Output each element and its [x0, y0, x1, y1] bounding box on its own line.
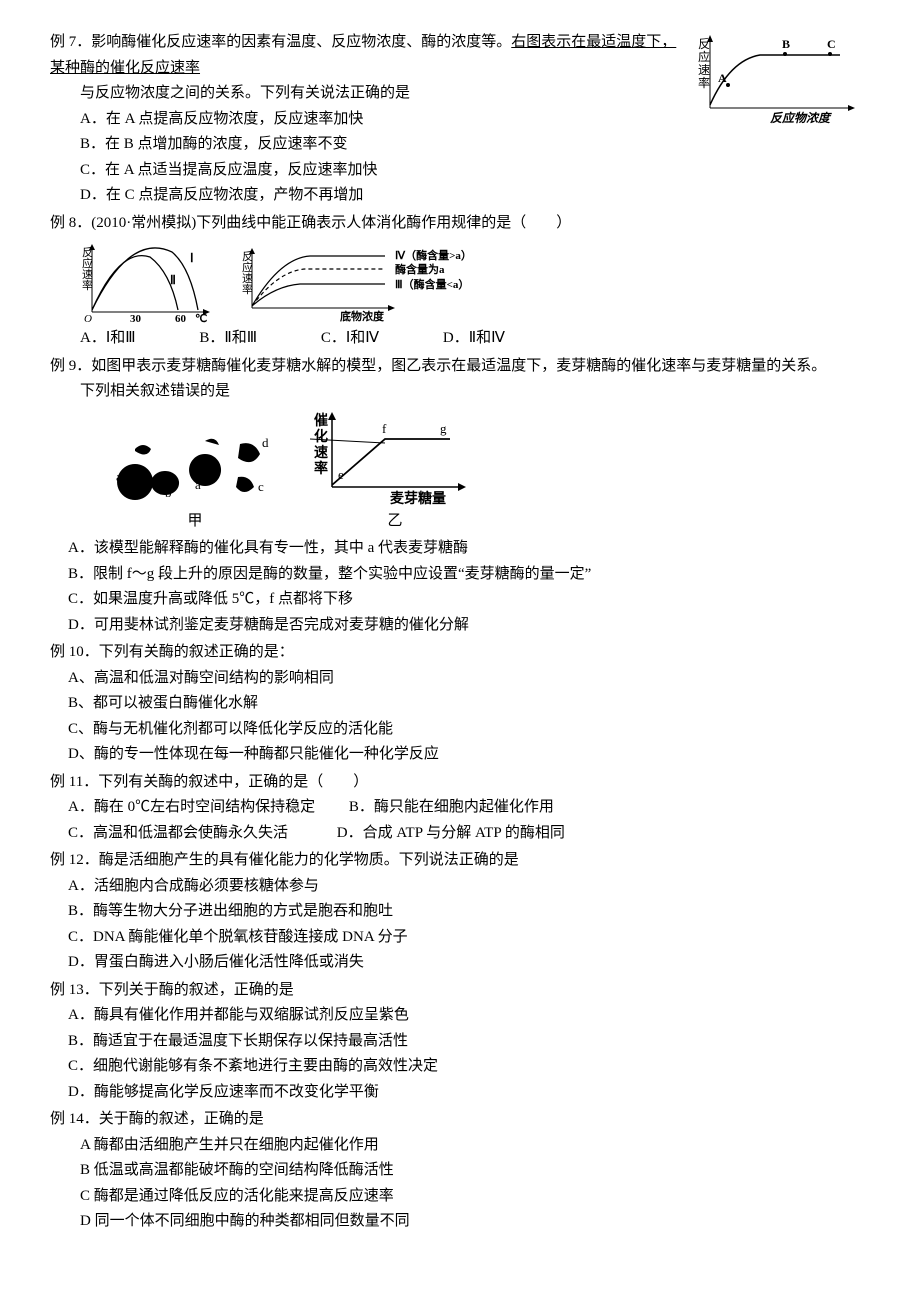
svg-text:C: C	[827, 37, 836, 51]
svg-text:Ⅲ（酶含量<a）: Ⅲ（酶含量<a）	[395, 277, 469, 291]
q7-opt-b: B．在 B 点增加酶的浓度，反应速率不变	[50, 132, 870, 158]
q7-xlabel: 反应物浓度	[770, 111, 832, 125]
svg-text:f: f	[382, 421, 387, 436]
q9-figure-yi: 催 化 速 率 e f g 麦芽糖量 乙	[310, 409, 480, 535]
svg-text:应: 应	[82, 256, 93, 270]
q7-opt-c: C．在 A 点适当提高反应温度，反应速率加快	[50, 158, 870, 184]
svg-text:a: a	[195, 477, 201, 492]
q12-opt-c: C．DNA 酶能催化单个脱氧核苷酸连接成 DNA 分子	[50, 925, 870, 951]
svg-text:催: 催	[314, 412, 328, 429]
svg-text:应: 应	[698, 49, 710, 64]
svg-text:60: 60	[175, 313, 187, 324]
svg-text:℃: ℃	[195, 313, 207, 324]
q12-stem: 例 12．酶是活细胞产生的具有催化能力的化学物质。下列说法正确的是	[50, 848, 870, 874]
q9-stem2: 下列相关叙述错误的是	[50, 379, 870, 405]
svg-text:应: 应	[242, 260, 253, 274]
svg-text:g: g	[440, 421, 447, 436]
q8-opt-d: D．Ⅱ和Ⅳ	[443, 326, 505, 352]
q14-stem: 例 14．关于酶的叙述，正确的是	[50, 1107, 870, 1133]
q7-opt-d: D．在 C 点提高反应物浓度，产物不再增加	[50, 183, 870, 209]
q14-opt-b: B 低温或高温都能破坏酶的空间结构降低酶活性	[50, 1158, 870, 1184]
question-11: 例 11．下列有关酶的叙述中，正确的是（ ） A．酶在 0℃左右时空间结构保持稳…	[50, 770, 870, 847]
question-13: 例 13．下列关于酶的叙述，正确的是 A．酶具有催化作用并都能与双缩脲试剂反应呈…	[50, 978, 870, 1106]
q12-opt-a: A．活细胞内合成酶必须要核糖体参与	[50, 874, 870, 900]
question-10: 例 10．下列有关酶的叙述正确的是： A、高温和低温对酶空间结构的影响相同 B、…	[50, 640, 870, 768]
q9-opt-d: D．可用斐林试剂鉴定麦芽糖酶是否完成对麦芽糖的催化分解	[50, 613, 870, 639]
svg-text:d: d	[262, 435, 269, 450]
q12-opt-b: B．酶等生物大分子进出细胞的方式是胞吞和胞吐	[50, 899, 870, 925]
q8-chart2: 反应 速率 Ⅳ（酶含量>a） 酶含量为a Ⅲ（酶含量<a） 底物浓度	[240, 246, 500, 324]
question-7: 反 应 速 率 A B C 反应物浓度 例 7．影响酶催化反应速率的因素有温度、…	[50, 30, 870, 209]
svg-text:底物浓度: 底物浓度	[340, 309, 385, 323]
q7-chart: 反 应 速 率 A B C 反应物浓度	[690, 30, 870, 125]
question-14: 例 14．关于酶的叙述，正确的是 A 酶都由活细胞产生并只在细胞内起催化作用 B…	[50, 1107, 870, 1235]
q11-opt-d: D．合成 ATP 与分解 ATP 的酶相同	[337, 825, 565, 841]
q8-opt-a: A．Ⅰ和Ⅲ	[80, 326, 136, 352]
q9-opt-a: A．该模型能解释酶的催化具有专一性，其中 a 代表麦芽糖酶	[50, 536, 870, 562]
question-12: 例 12．酶是活细胞产生的具有催化能力的化学物质。下列说法正确的是 A．活细胞内…	[50, 848, 870, 976]
q7-ylabel: 反	[698, 37, 710, 51]
q10-opt-c: C、酶与无机催化剂都可以降低化学反应的活化能	[50, 717, 870, 743]
svg-text:a: a	[116, 469, 122, 484]
q11-opt-b: B．酶只能在细胞内起催化作用	[349, 799, 554, 815]
q8-opt-b: B．Ⅱ和Ⅲ	[199, 326, 257, 352]
q10-opt-b: B、都可以被蛋白酶催化水解	[50, 691, 870, 717]
svg-text:e: e	[338, 467, 344, 482]
svg-text:酶含量为a: 酶含量为a	[395, 262, 445, 276]
q11-opt-c: C．高温和低温都会使酶永久失活	[68, 825, 288, 841]
svg-text:率: 率	[82, 278, 93, 292]
svg-text:速: 速	[698, 63, 710, 77]
svg-text:速: 速	[314, 444, 328, 461]
q13-opt-b: B．酶适宜于在最适温度下长期保存以保持最高活性	[50, 1029, 870, 1055]
svg-text:率: 率	[242, 282, 253, 296]
q11-row1: A．酶在 0℃左右时空间结构保持稳定 B．酶只能在细胞内起催化作用	[50, 795, 870, 821]
q8-opt-c: C．Ⅰ和Ⅳ	[321, 326, 379, 352]
svg-text:c: c	[258, 479, 264, 494]
q7-stem: 例 7．影响酶催化反应速率的因素有温度、反应物浓度、酶的浓度等。	[50, 34, 511, 50]
svg-text:b: b	[165, 485, 172, 500]
q13-opt-a: A．酶具有催化作用并都能与双缩脲试剂反应呈紫色	[50, 1003, 870, 1029]
q9-opt-b: B．限制 f～g 段上升的原因是酶的数量，整个实验中应设置“麦芽糖酶的量一定”	[50, 562, 870, 588]
q9-figure-jia: a b a d c 甲	[110, 409, 280, 535]
q11-opt-a: A．酶在 0℃左右时空间结构保持稳定	[68, 799, 315, 815]
q9-opt-c: C．如果温度升高或降低 5℃，f 点都将下移	[50, 587, 870, 613]
q14-opt-a: A 酶都由活细胞产生并只在细胞内起催化作用	[50, 1133, 870, 1159]
q9-cap2: 乙	[310, 509, 480, 535]
q11-row2: C．高温和低温都会使酶永久失活 D．合成 ATP 与分解 ATP 的酶相同	[50, 821, 870, 847]
q10-stem: 例 10．下列有关酶的叙述正确的是：	[50, 640, 870, 666]
q9-cap1: 甲	[110, 509, 280, 535]
svg-text:麦芽糖量: 麦芽糖量	[390, 490, 446, 507]
q14-opt-c: C 酶都是通过降低反应的活化能来提高反应速率	[50, 1184, 870, 1210]
q10-opt-a: A、高温和低温对酶空间结构的影响相同	[50, 666, 870, 692]
q8-charts: 反应 速率 Ⅰ Ⅱ O 30 60 ℃ 反应 速率 Ⅳ（酶含量>a） 酶含量为a…	[80, 242, 870, 324]
svg-text:B: B	[782, 37, 790, 51]
q8-stem: 例 8．(2010·常州模拟)下列曲线中能正确表示人体消化酶作用规律的是（ ）	[50, 211, 870, 237]
question-9: 例 9．如图甲表示麦芽糖酶催化麦芽糖水解的模型，图乙表示在最适温度下，麦芽糖酶的…	[50, 354, 870, 639]
q13-stem: 例 13．下列关于酶的叙述，正确的是	[50, 978, 870, 1004]
question-8: 例 8．(2010·常州模拟)下列曲线中能正确表示人体消化酶作用规律的是（ ） …	[50, 211, 870, 352]
svg-text:率: 率	[698, 75, 710, 90]
svg-text:Ⅰ: Ⅰ	[190, 251, 194, 265]
q12-opt-d: D．胃蛋白酶进入小肠后催化活性降低或消失	[50, 950, 870, 976]
svg-text:A: A	[718, 71, 727, 85]
q11-stem: 例 11．下列有关酶的叙述中，正确的是（ ）	[50, 770, 870, 796]
q8-chart1: 反应 速率 Ⅰ Ⅱ O 30 60 ℃	[80, 242, 220, 324]
q13-opt-d: D．酶能够提高化学反应速率而不改变化学平衡	[50, 1080, 870, 1106]
q9-figures: a b a d c 甲 催 化 速 率 e f g 麦芽糖量	[110, 409, 870, 535]
svg-text:化: 化	[314, 428, 328, 445]
q13-opt-c: C．细胞代谢能够有条不紊地进行主要由酶的高效性决定	[50, 1054, 870, 1080]
svg-text:Ⅱ: Ⅱ	[170, 273, 176, 287]
q10-opt-d: D、酶的专一性体现在每一种酶都只能催化一种化学反应	[50, 742, 870, 768]
svg-text:率: 率	[314, 460, 328, 477]
svg-text:30: 30	[130, 313, 142, 324]
svg-text:Ⅳ（酶含量>a）: Ⅳ（酶含量>a）	[395, 248, 472, 262]
q14-opt-d: D 同一个体不同细胞中酶的种类都相同但数量不同	[50, 1209, 870, 1235]
svg-text:O: O	[84, 313, 92, 324]
q8-options: A．Ⅰ和Ⅲ B．Ⅱ和Ⅲ C．Ⅰ和Ⅳ D．Ⅱ和Ⅳ	[50, 326, 870, 352]
q9-stem: 例 9．如图甲表示麦芽糖酶催化麦芽糖水解的模型，图乙表示在最适温度下，麦芽糖酶的…	[50, 354, 870, 380]
